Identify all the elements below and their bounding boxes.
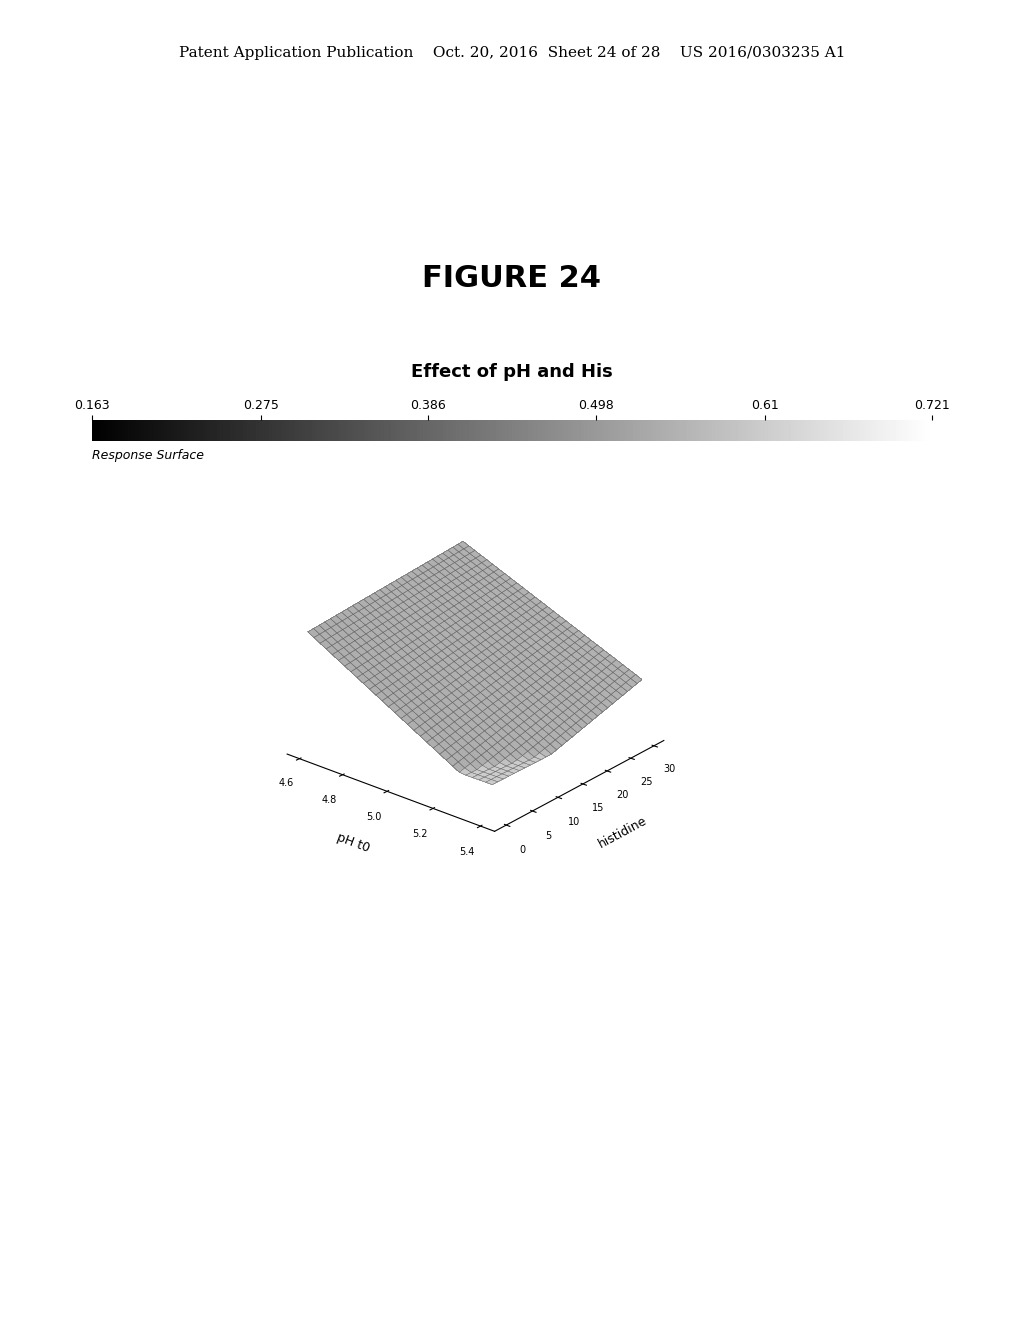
Y-axis label: histidine: histidine — [596, 814, 649, 851]
Text: Response Surface: Response Surface — [92, 449, 204, 462]
Text: Patent Application Publication    Oct. 20, 2016  Sheet 24 of 28    US 2016/03032: Patent Application Publication Oct. 20, … — [179, 46, 845, 61]
Text: FIGURE 24: FIGURE 24 — [423, 264, 601, 293]
Text: Effect of pH and His: Effect of pH and His — [411, 363, 613, 381]
X-axis label: pH t0: pH t0 — [335, 832, 372, 855]
